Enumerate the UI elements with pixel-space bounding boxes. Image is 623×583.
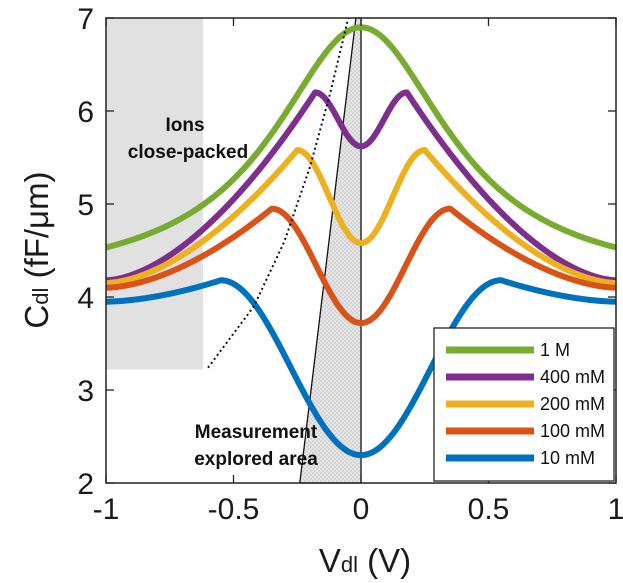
x-tick-label: 1	[608, 493, 623, 526]
x-tick-label: 0	[353, 493, 370, 526]
y-tick-label: 4	[77, 282, 94, 315]
legend-entry-label: 200 mM	[540, 394, 605, 414]
legend-entry-label: 10 mM	[540, 448, 595, 468]
shaded-regions	[106, 17, 362, 484]
y-axis-label: Cdl (fF/μm)	[18, 171, 55, 328]
x-tick-label: -1	[93, 493, 120, 526]
y-tick-label: 7	[77, 3, 94, 36]
measurement-label-line-2: explored area	[194, 449, 318, 470]
series-curve-2	[104, 147, 618, 287]
x-tick-label: -0.5	[208, 493, 260, 526]
ions-label-line-2: close-packed	[128, 142, 248, 163]
legend-entry-label: 1 M	[540, 340, 570, 360]
legend-entry-label: 400 mM	[540, 367, 605, 387]
x-axis-label: Vdl (V)	[319, 542, 411, 579]
ions-label-line-1: Ions	[165, 115, 204, 136]
y-tick-label: 3	[77, 375, 94, 408]
legend-entry-label: 100 mM	[540, 421, 605, 441]
series-curve-3	[104, 205, 618, 327]
series-curves	[104, 24, 618, 459]
y-tick-label: 2	[77, 468, 94, 501]
y-tick-label: 6	[77, 96, 94, 129]
series-curve-4	[104, 277, 618, 459]
axis-ticks: -1 -0.5 0 0.5 1 2 3 4 5 6 7	[77, 3, 623, 526]
series-curve-1	[104, 89, 618, 284]
y-tick-label: 5	[77, 189, 94, 222]
series-curve-0	[104, 24, 618, 251]
ions-close-packed-region	[106, 18, 203, 370]
legend: 1 M 400 mM 200 mM 100 mM 10 mM	[433, 327, 615, 482]
x-tick-label: 0.5	[468, 493, 510, 526]
measurement-label-line-1: Measurement	[195, 422, 318, 443]
